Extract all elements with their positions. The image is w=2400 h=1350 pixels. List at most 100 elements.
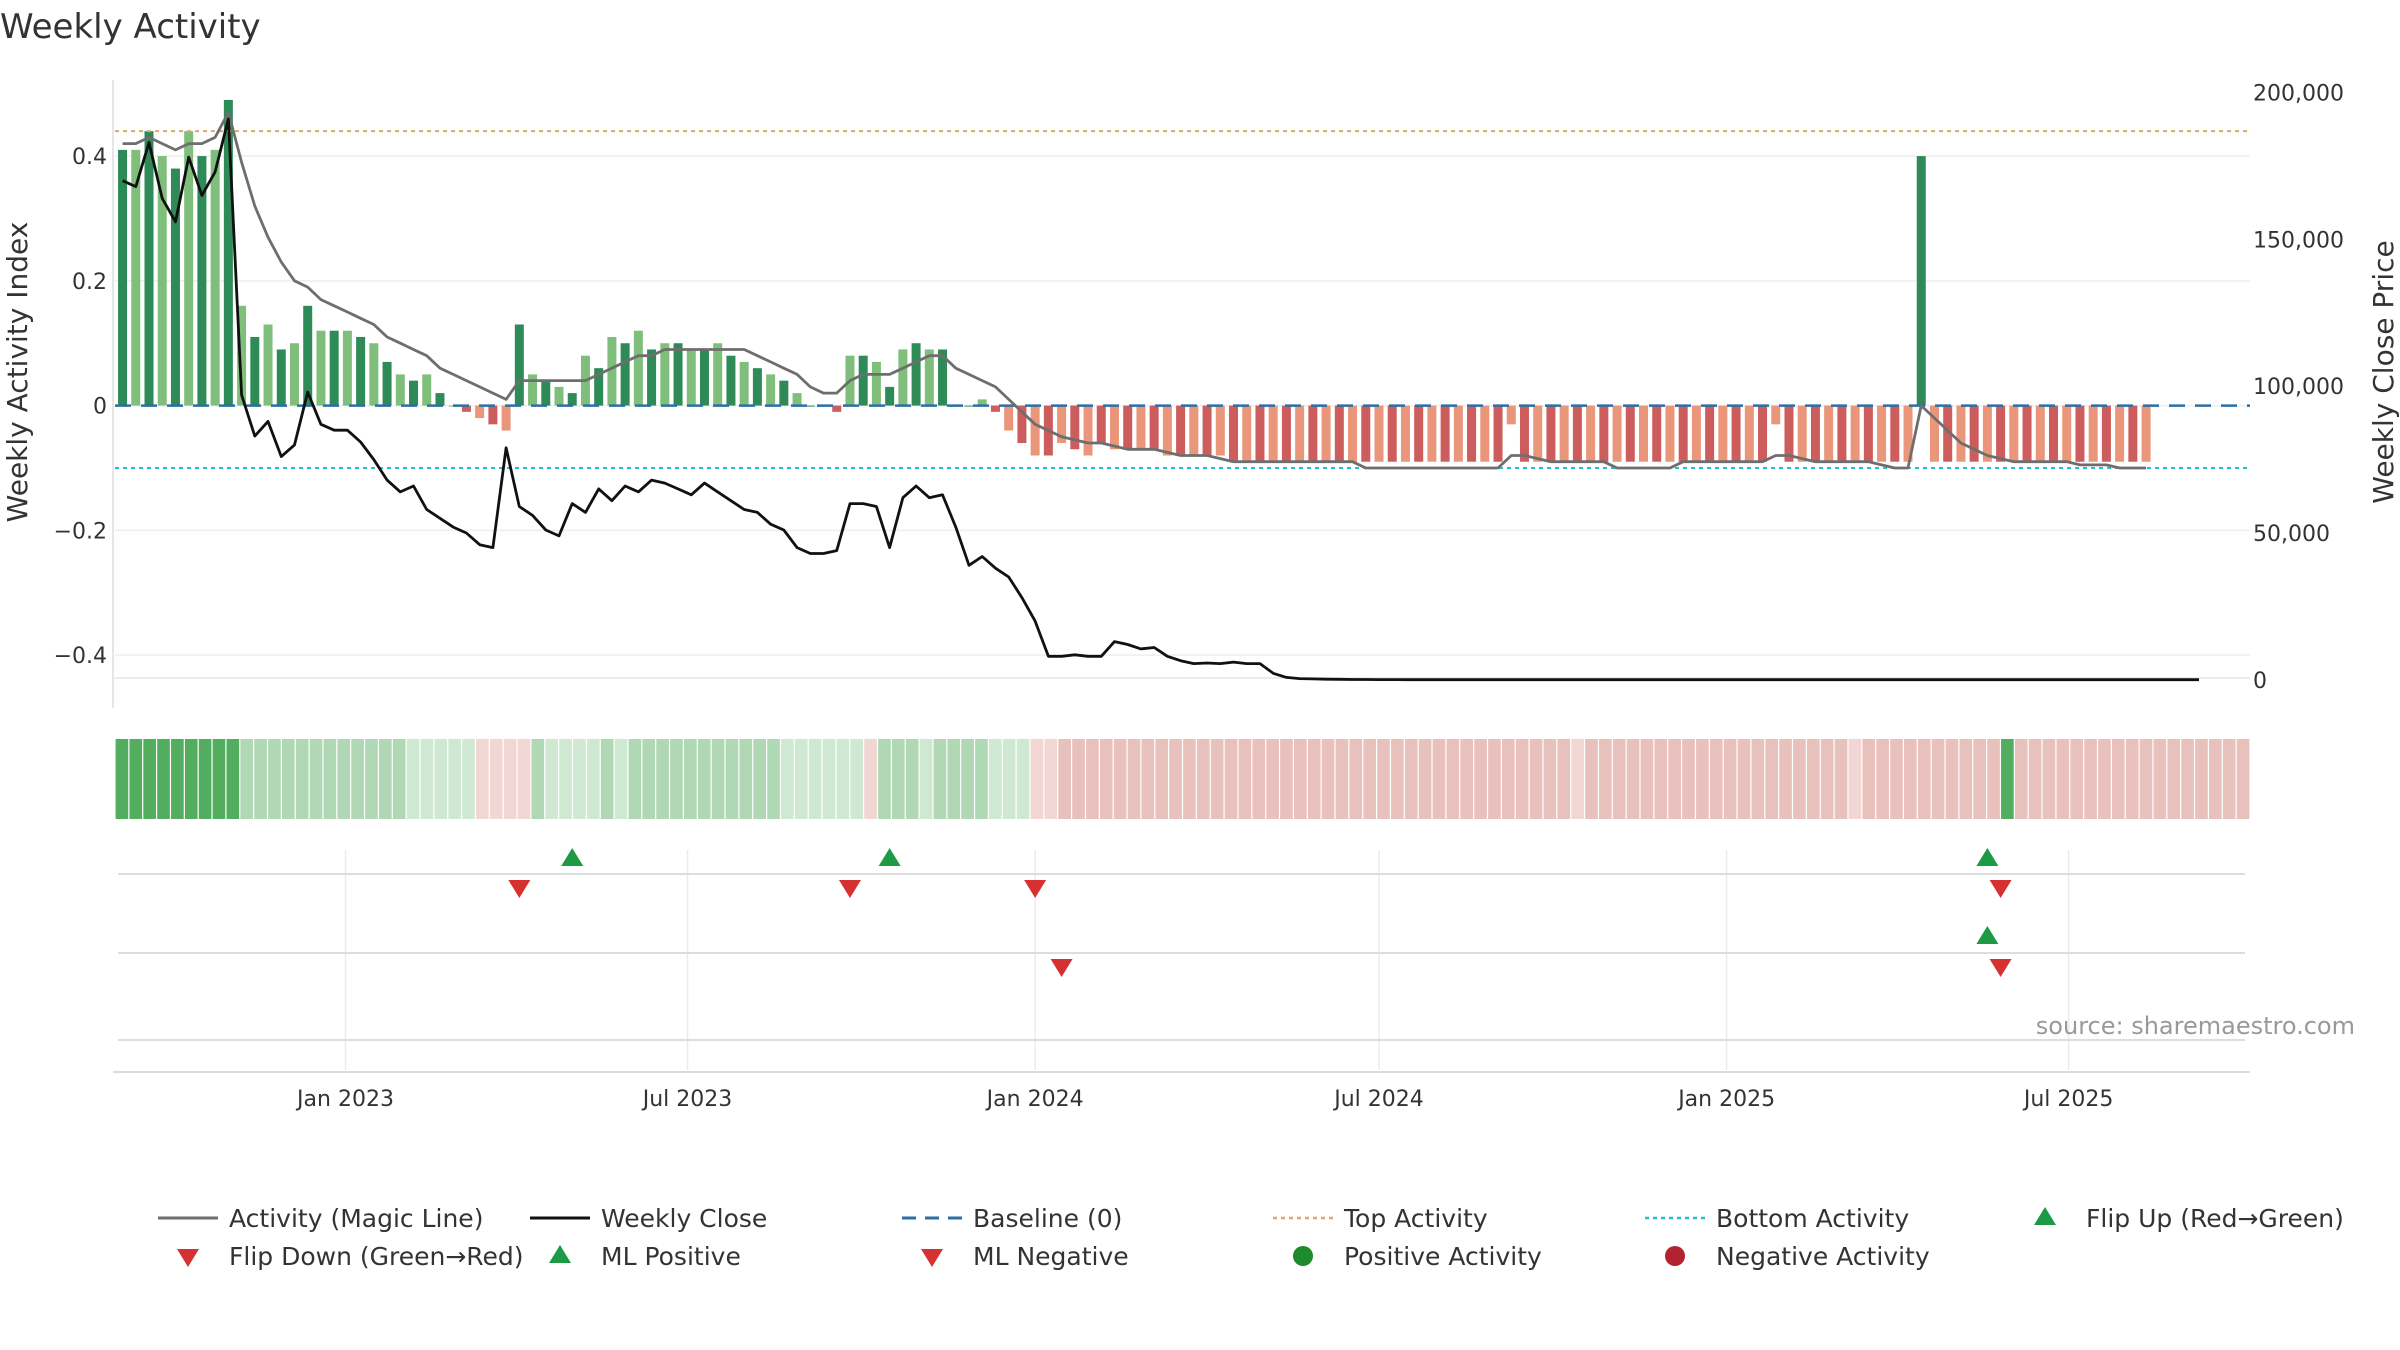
heat-strip-cell [1723,739,1737,819]
activity-bar [1427,405,1437,462]
heat-strip-cell [1709,739,1723,819]
activity-bar [554,386,564,406]
heat-strip-cell [1196,739,1210,819]
heat-strip-cell [1418,739,1432,819]
heat-strip-cell [2001,739,2014,819]
activity-bar [779,380,789,406]
heat-strip-cell [129,739,143,819]
y-left-tick-label: −0.4 [54,644,107,669]
heat-strip-cell [2167,739,2181,819]
activity-bar [316,330,326,406]
chart-title: Weekly Activity [0,7,261,47]
heat-strip-cell [697,739,711,819]
activity-bar [276,349,286,406]
legend-label: Baseline (0) [973,1204,1122,1233]
legend-swatch-circle [1293,1246,1313,1266]
heat-strip-cell [1806,739,1820,819]
legend-item: Positive Activity [1293,1242,1542,1271]
activity-bar [342,330,352,406]
legend-label: Positive Activity [1344,1242,1542,1271]
heat-strip-cell [198,739,212,819]
activity-bar [1903,405,1913,462]
activity-bar [1123,405,1133,450]
heat-strip-cell [434,739,448,819]
heat-strip-cell [961,739,974,819]
activity-bar [1599,405,1609,462]
activity-bar [1929,405,1939,462]
legend-item: Weekly Close [530,1204,767,1233]
legend-label: ML Negative [973,1242,1129,1271]
heat-strip-cell [323,739,337,819]
activity-heat-strip [115,739,2250,819]
activity-bar [1784,405,1794,462]
heat-strip-cell [1488,739,1501,819]
heat-strip-cell [808,739,822,819]
activity-bar [2115,405,2125,462]
activity-bar [263,324,273,406]
activity-bar [2088,405,2098,462]
activity-bar [990,405,1000,412]
activity-bar [1440,405,1450,462]
activity-bar [1586,405,1596,462]
heat-strip-cell [420,739,434,819]
x-tick-label: Jul 2024 [1332,1087,1424,1112]
heat-strip-cell [794,739,808,819]
activity-bar [237,305,247,406]
activity-bar [1612,405,1622,462]
heat-strip-cell [1612,739,1626,819]
heat-strip-cell [184,739,198,819]
heat-strip-cell [767,739,780,819]
legend-swatch-circle [1665,1246,1685,1266]
activity-bar [1519,405,1529,462]
activity-bar [501,405,511,431]
heat-strip-cell [1086,739,1099,819]
activity-bar [739,361,749,406]
heat-strip-cell [878,739,891,819]
heat-strip-cell [1127,739,1141,819]
activity-bar [752,368,762,406]
heat-strip-cell [1543,739,1557,819]
y-right-tick-label: 150,000 [2253,228,2344,253]
heat-strip-cell [1307,739,1321,819]
heat-strip-cell [171,739,184,819]
heat-strip-cell [1238,739,1252,819]
heat-strip-cell [212,739,226,819]
heat-strip-cell [503,739,517,819]
y-left-tick-label: 0.2 [72,270,107,295]
activity-bar [1731,405,1741,462]
heat-strip-cell [489,739,503,819]
activity-bar [1758,405,1768,462]
activity-bar [1956,405,1966,462]
heat-strip-cell [240,739,254,819]
heat-strip-cell [1668,739,1681,819]
legend-label: Top Activity [1343,1204,1488,1233]
activity-bar [594,368,604,406]
legend-label: Flip Down (Green→Red) [229,1242,524,1271]
heat-strip-cell [2014,739,2028,819]
activity-bar [1229,405,1239,462]
activity-bar [210,149,220,406]
activity-bar [1572,405,1582,462]
activity-bar [1321,405,1331,462]
legend-swatch-triangle-up [2034,1207,2056,1225]
activity-bar [197,156,207,406]
legend-swatch-triangle-up [549,1245,571,1263]
activity-bar [766,374,776,406]
activity-bar [170,168,180,406]
activity-bar [303,305,313,406]
heat-strip-cell [157,739,170,819]
heat-strip-cell [1751,739,1765,819]
flip-down-marker [1989,880,2012,898]
activity-bar [792,393,802,406]
heat-strip-cell [864,739,877,819]
activity-bar [1916,156,1926,406]
activity-bar [1361,405,1371,462]
heat-strip-cell [2125,739,2139,819]
heat-strip-cell [989,739,1002,819]
activity-bar [1890,405,1900,462]
heat-strip-cell [1557,739,1571,819]
heat-strip-cell [2042,739,2056,819]
activity-bar [805,405,815,407]
heat-strip-cell [2111,739,2125,819]
